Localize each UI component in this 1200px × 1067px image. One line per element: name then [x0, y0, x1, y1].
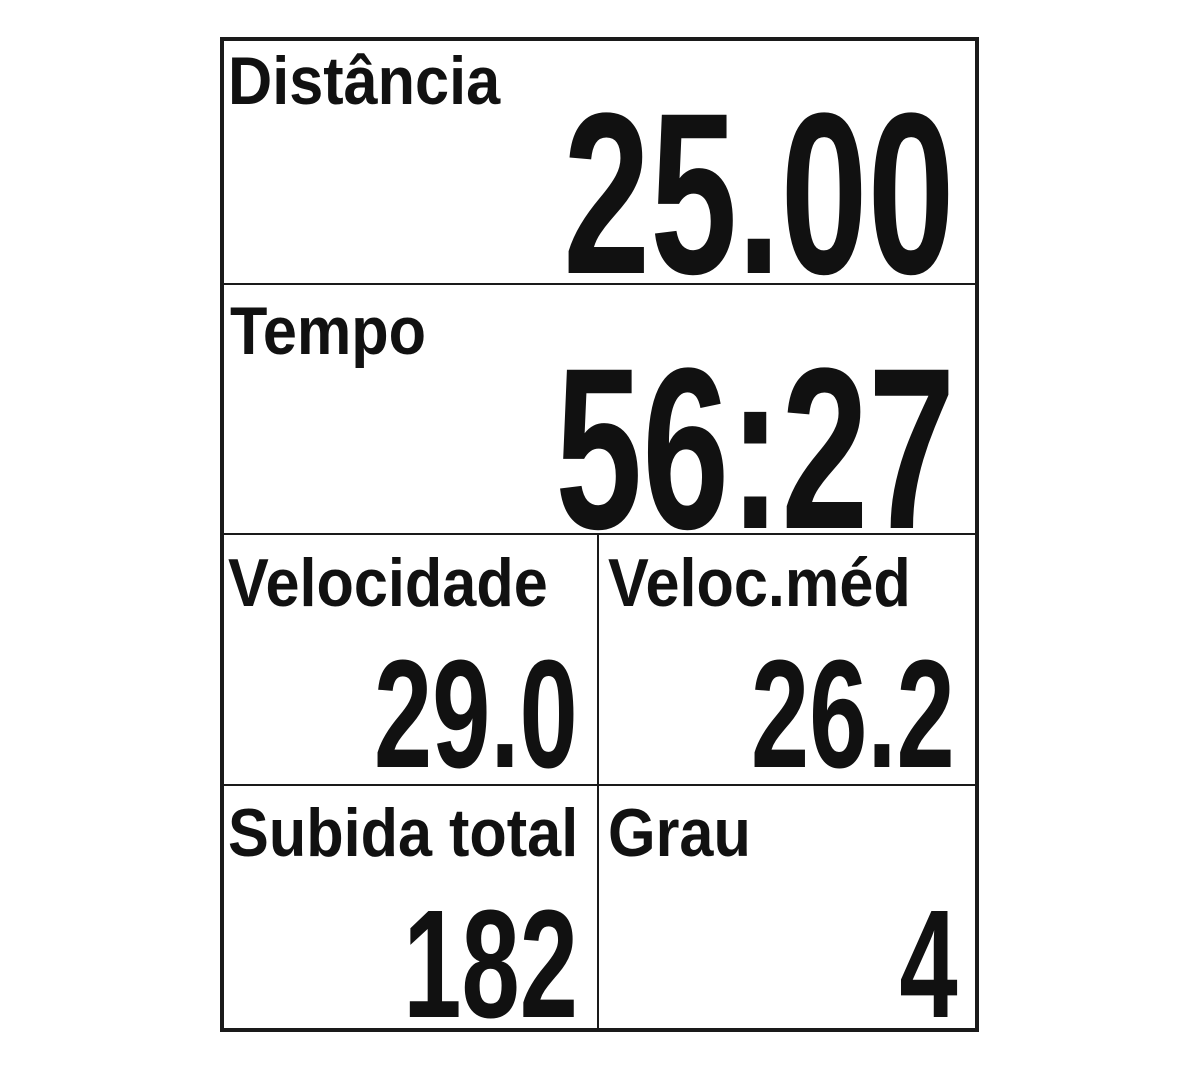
- field-value: 56:27: [554, 320, 955, 577]
- divider: [224, 283, 975, 285]
- field-value: 4: [899, 878, 958, 1050]
- field-value: 182: [403, 878, 578, 1050]
- field-label: Distância: [228, 43, 501, 119]
- field-label: Veloc.méd: [608, 545, 911, 621]
- divider: [224, 533, 975, 535]
- field-value: 25.00: [563, 65, 955, 322]
- data-screen: [220, 37, 979, 1032]
- divider: [224, 784, 975, 786]
- divider: [597, 533, 599, 1028]
- field-label: Tempo: [230, 293, 427, 369]
- field-value: 29.0: [374, 628, 578, 800]
- field-label: Subida total: [228, 795, 579, 871]
- field-value: 26.2: [751, 628, 955, 800]
- field-label: Velocidade: [228, 545, 548, 621]
- field-label: Grau: [608, 795, 751, 871]
